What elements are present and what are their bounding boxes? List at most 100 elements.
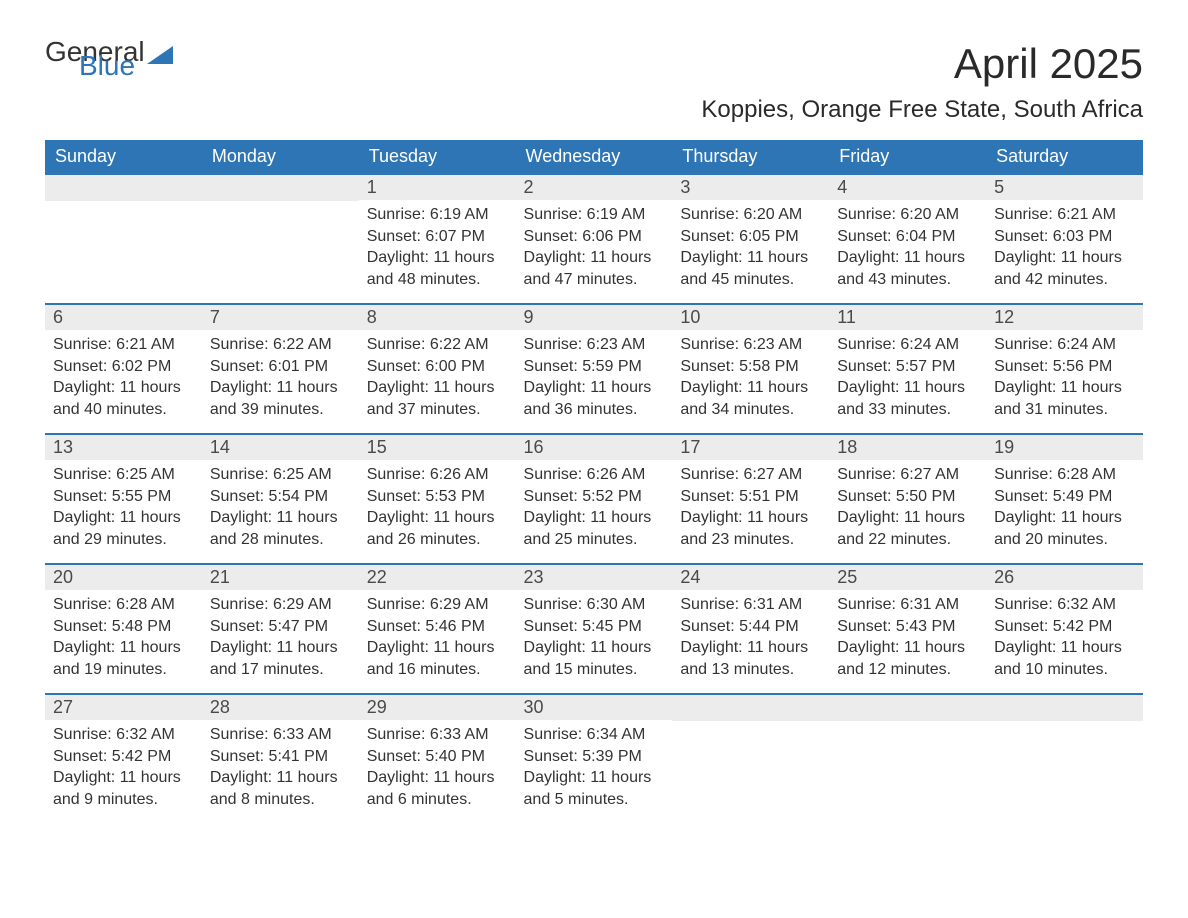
header: General Blue April 2025 Koppies, Orange … (45, 40, 1143, 124)
day-number: 5 (986, 175, 1143, 200)
day-number: 20 (45, 565, 202, 590)
daylight-line: Daylight: 11 hours and 40 minutes. (53, 377, 194, 420)
day-number: 28 (202, 695, 359, 720)
calendar-day-cell: 16Sunrise: 6:26 AMSunset: 5:52 PMDayligh… (516, 434, 673, 564)
calendar-week-row: 20 Sunrise: 6:28 AMSunset: 5:48 PM Dayligh… (45, 564, 1143, 694)
sunrise-line: Sunrise: 6:31 AM (837, 594, 978, 616)
calendar-day-cell: 15Sunrise: 6:26 AMSunset: 5:53 PMDayligh… (359, 434, 516, 564)
daylight-line: Daylight: 11 hours and 29 minutes. (53, 507, 194, 550)
day-body: Sunrise: 6:32 AMSunset: 5:42 PMDaylight:… (45, 720, 202, 820)
day-number: 18 (829, 435, 986, 460)
sunrise-line: Sunrise: 6:24 AM (837, 334, 978, 356)
day-body: Sunrise: 6:25 AMSunset: 5:55 PMDaylight:… (45, 460, 202, 560)
calendar-day-cell: 12Sunrise: 6:24 AMSunset: 5:56 PMDayligh… (986, 304, 1143, 434)
sunrise-line: Sunrise: 6:31 AM (680, 594, 821, 616)
sunrise-line: Sunrise: 6:32 AM (53, 724, 194, 746)
sunset-line: Sunset: 6:07 PM (367, 226, 508, 248)
day-body: Sunrise: 6:20 AMSunset: 6:05 PMDaylight:… (672, 200, 829, 300)
calendar-day-cell: 29Sunrise: 6:33 AMSunset: 5:40 PMDayligh… (359, 694, 516, 824)
logo-text-blue: Blue (79, 54, 173, 78)
day-number: 22 (359, 565, 516, 590)
daylight-line: Daylight: 11 hours and 22 minutes. (837, 507, 978, 550)
calendar-day-cell: 22Sunrise: 6:29 AMSunset: 5:46 PMDayligh… (359, 564, 516, 694)
daylight-line: Daylight: 11 hours and 17 minutes. (210, 637, 351, 680)
calendar-week-row: 1Sunrise: 6:19 AMSunset: 6:07 PMDaylight… (45, 174, 1143, 304)
sunrise-line: Sunrise: 6:19 AM (524, 204, 665, 226)
sunset-line: Sunset: 5:57 PM (837, 356, 978, 378)
calendar-day-cell: 11Sunrise: 6:24 AMSunset: 5:57 PMDayligh… (829, 304, 986, 434)
daylight-line: Daylight: 11 hours and 26 minutes. (367, 507, 508, 550)
day-number: 11 (829, 305, 986, 330)
day-body: Sunrise: 6:28 AMSunset: 5:49 PMDaylight:… (986, 460, 1143, 560)
day-number: 26 (986, 565, 1143, 590)
sunset-line: Sunset: 5:46 PM (367, 616, 508, 638)
sunset-line: Sunset: 5:52 PM (524, 486, 665, 508)
day-body: Sunrise: 6:26 AMSunset: 5:52 PMDaylight:… (516, 460, 673, 560)
sunrise-line: Sunrise: 6:29 AM (367, 594, 508, 616)
day-number (45, 175, 202, 201)
day-number: 14 (202, 435, 359, 460)
sunrise-line: Sunrise: 6:28 AM (53, 594, 194, 616)
daylight-line: Daylight: 11 hours and 20 minutes. (994, 507, 1135, 550)
calendar-day-cell: 26Sunrise: 6:32 AMSunset: 5:42 PMDayligh… (986, 564, 1143, 694)
daylight-line: Daylight: 11 hours and 8 minutes. (210, 767, 351, 810)
sunset-line: Sunset: 5:47 PM (210, 616, 351, 638)
calendar-day-cell: 17Sunrise: 6:27 AMSunset: 5:51 PMDayligh… (672, 434, 829, 564)
calendar-header-cell: Sunday (45, 140, 202, 174)
day-number: 9 (516, 305, 673, 330)
day-body: Sunrise: 6:29 AMSunset: 5:47 PMDaylight:… (202, 590, 359, 690)
sunset-line: Sunset: 5:59 PM (524, 356, 665, 378)
sunrise-line: Sunrise: 6:33 AM (367, 724, 508, 746)
sunrise-line: Sunrise: 6:21 AM (994, 204, 1135, 226)
logo: General Blue (45, 40, 173, 78)
day-number: 4 (829, 175, 986, 200)
day-body: Sunrise: 6:29 AMSunset: 5:46 PMDaylight:… (359, 590, 516, 690)
sunrise-line: Sunrise: 6:22 AM (367, 334, 508, 356)
calendar-day-cell: 14Sunrise: 6:25 AMSunset: 5:54 PMDayligh… (202, 434, 359, 564)
calendar-day-cell: 23Sunrise: 6:30 AMSunset: 5:45 PMDayligh… (516, 564, 673, 694)
daylight-line: Daylight: 11 hours and 25 minutes. (524, 507, 665, 550)
day-number: 19 (986, 435, 1143, 460)
day-number: 16 (516, 435, 673, 460)
sunset-line: Sunset: 5:42 PM (994, 616, 1135, 638)
sunrise-line: Sunrise: 6:25 AM (53, 464, 194, 486)
sunset-line: Sunset: 6:06 PM (524, 226, 665, 248)
calendar-day-cell: 10Sunrise: 6:23 AMSunset: 5:58 PMDayligh… (672, 304, 829, 434)
day-number (202, 175, 359, 201)
calendar-header-cell: Saturday (986, 140, 1143, 174)
day-body: Sunrise: 6:24 AMSunset: 5:56 PMDaylight:… (986, 330, 1143, 430)
sunset-line: Sunset: 6:05 PM (680, 226, 821, 248)
day-number (829, 695, 986, 721)
sunrise-line: Sunrise: 6:20 AM (680, 204, 821, 226)
calendar-header-cell: Monday (202, 140, 359, 174)
sunset-line: Sunset: 5:50 PM (837, 486, 978, 508)
sunset-line: Sunset: 5:48 PM (53, 616, 194, 638)
day-number: 6 (45, 305, 202, 330)
sunset-line: Sunset: 6:02 PM (53, 356, 194, 378)
calendar-day-cell: 24Sunrise: 6:31 AMSunset: 5:44 PMDayligh… (672, 564, 829, 694)
daylight-line: Daylight: 11 hours and 47 minutes. (524, 247, 665, 290)
calendar-day-cell (672, 694, 829, 824)
daylight-line: Daylight: 11 hours and 28 minutes. (210, 507, 351, 550)
day-number: 2 (516, 175, 673, 200)
sunset-line: Sunset: 5:39 PM (524, 746, 665, 768)
day-body: Sunrise: 6:19 AMSunset: 6:06 PMDaylight:… (516, 200, 673, 300)
location-subtitle: Koppies, Orange Free State, South Africa (701, 96, 1143, 124)
day-number: 7 (202, 305, 359, 330)
sunrise-line: Sunrise: 6:22 AM (210, 334, 351, 356)
day-number (986, 695, 1143, 721)
day-body: Sunrise: 6:31 AMSunset: 5:44 PMDaylight:… (672, 590, 829, 690)
day-number (672, 695, 829, 721)
calendar-day-cell: 3Sunrise: 6:20 AMSunset: 6:05 PMDaylight… (672, 174, 829, 304)
calendar-day-cell: 4Sunrise: 6:20 AMSunset: 6:04 PMDaylight… (829, 174, 986, 304)
day-body: Sunrise: 6:19 AMSunset: 6:07 PMDaylight:… (359, 200, 516, 300)
day-number: 24 (672, 565, 829, 590)
calendar-day-cell: 20Sunrise: 6:28 AMSunset: 5:48 PMDayligh… (45, 564, 202, 694)
sunset-line: Sunset: 5:43 PM (837, 616, 978, 638)
day-body: Sunrise: 6:21 AMSunset: 6:02 PMDaylight:… (45, 330, 202, 430)
calendar-day-cell: 1Sunrise: 6:19 AMSunset: 6:07 PMDaylight… (359, 174, 516, 304)
calendar-day-cell: 21Sunrise: 6:29 AMSunset: 5:47 PMDayligh… (202, 564, 359, 694)
day-body: Sunrise: 6:33 AMSunset: 5:40 PMDaylight:… (359, 720, 516, 820)
day-number: 12 (986, 305, 1143, 330)
sunset-line: Sunset: 5:41 PM (210, 746, 351, 768)
